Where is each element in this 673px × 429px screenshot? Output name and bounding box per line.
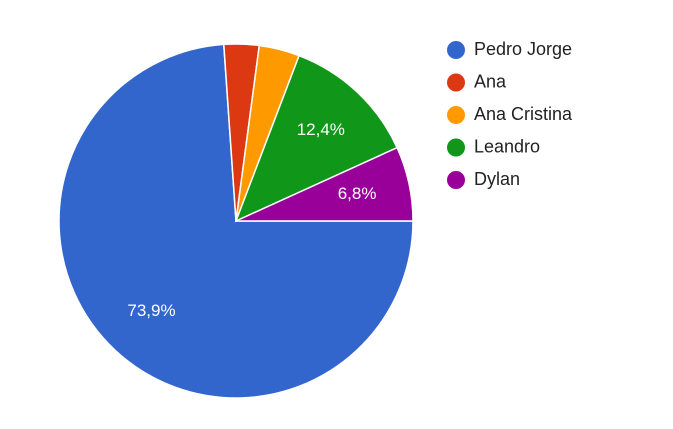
legend-label: Ana Cristina bbox=[474, 104, 573, 124]
legend-swatch bbox=[447, 73, 465, 92]
legend-swatch bbox=[447, 106, 465, 124]
pie-slice bbox=[234, 54, 399, 223]
legend-label: Ana bbox=[474, 71, 507, 91]
legend-label: Pedro Jorge bbox=[474, 39, 572, 59]
legend-swatch bbox=[447, 138, 465, 157]
data-label: 73,9% bbox=[127, 301, 175, 320]
legend-label: Dylan bbox=[474, 169, 520, 189]
legend-swatch bbox=[447, 171, 465, 189]
legend-label: Leandro bbox=[474, 136, 540, 156]
data-label: 12,4% bbox=[297, 120, 345, 139]
legend-swatch bbox=[447, 41, 465, 59]
pie-slice bbox=[235, 146, 414, 222]
data-label: 6,8% bbox=[338, 184, 377, 203]
